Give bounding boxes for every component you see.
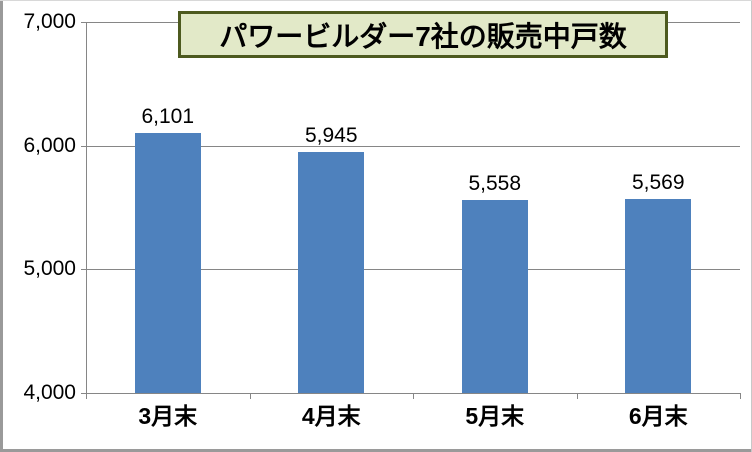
gridline xyxy=(86,269,740,271)
x-axis-category-label: 5月末 xyxy=(465,403,525,429)
bar-value-label: 5,558 xyxy=(468,172,522,196)
y-axis-tick xyxy=(81,145,86,147)
y-axis-tick xyxy=(81,22,86,23)
bar-value-label: 5,569 xyxy=(631,170,685,194)
x-axis-tick xyxy=(250,393,251,399)
bar xyxy=(462,200,528,393)
chart-frame-bottom-border xyxy=(0,449,752,452)
chart-title-text: パワービルダー7社の販売中戸数 xyxy=(219,20,627,52)
x-axis-tick xyxy=(86,393,87,399)
bar xyxy=(298,152,364,393)
y-axis-tick-label: 4,000 xyxy=(23,381,76,404)
x-axis-tick xyxy=(577,393,578,399)
y-axis-tick xyxy=(81,269,86,271)
x-axis-tick xyxy=(413,393,414,399)
x-axis-category-label: 6月末 xyxy=(628,403,688,429)
bar-value-label: 6,101 xyxy=(141,105,195,129)
gridline xyxy=(86,145,740,147)
x-axis-tick xyxy=(740,393,741,399)
y-axis-tick-label: 5,000 xyxy=(23,257,76,281)
bar-value-label: 5,945 xyxy=(304,124,358,148)
y-axis-line xyxy=(86,22,87,393)
chart-frame-left-border xyxy=(0,0,3,452)
x-axis-category-label: 4月末 xyxy=(301,403,361,429)
bar xyxy=(135,133,201,393)
x-axis-category-label: 3月末 xyxy=(138,403,198,429)
y-axis-tick-label: 6,000 xyxy=(23,133,76,157)
chart-title-box: パワービルダー7社の販売中戸数 xyxy=(178,11,668,58)
y-axis-tick xyxy=(81,393,86,394)
chart-frame-top-border xyxy=(0,0,752,1)
bar xyxy=(625,198,691,393)
y-axis-tick-label: 7,000 xyxy=(23,10,76,33)
